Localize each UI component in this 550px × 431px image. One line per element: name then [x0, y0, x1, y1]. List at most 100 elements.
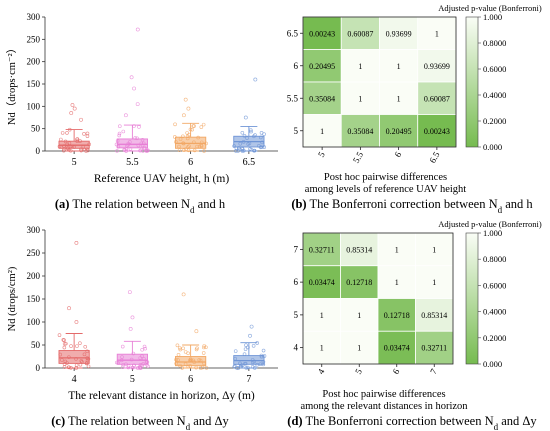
data-point — [194, 347, 199, 352]
data-point — [252, 366, 257, 370]
cell-value: 0.60087 — [424, 94, 450, 103]
box — [116, 353, 148, 365]
data-point — [172, 135, 177, 139]
data-point — [141, 149, 145, 153]
x-tick-label: 5 — [353, 367, 364, 376]
data-point — [79, 147, 83, 152]
data-point — [136, 143, 141, 148]
outlier-point — [194, 329, 199, 334]
data-point — [137, 125, 141, 129]
caption-part: and Δy — [498, 414, 537, 428]
data-point — [120, 355, 124, 359]
y-tick-label: 250 — [27, 34, 41, 44]
data-point — [192, 148, 197, 153]
data-point — [67, 148, 71, 152]
y-tick-label: 7 — [294, 244, 299, 254]
y-tick-label: 6.5 — [287, 28, 299, 38]
heatmap-cell — [415, 265, 454, 299]
outlier-point — [74, 320, 79, 324]
data-point — [178, 363, 182, 368]
caption-part: (a) — [55, 197, 70, 211]
caption-part: The Bonferroni correction between N — [307, 197, 498, 211]
data-point — [234, 149, 238, 153]
data-point — [63, 139, 68, 144]
panel-caption: (b) The Bonferroni correction between Nd… — [291, 197, 533, 215]
data-point — [198, 358, 203, 363]
data-point — [83, 344, 88, 349]
x-axis-label: among levels of reference UAV height — [305, 184, 467, 195]
x-tick-label: 6 — [188, 374, 193, 385]
outlier-point — [67, 306, 71, 311]
box-plot-panel: 0 50 100 150 200 250 300 4 5 6 7 Nd (drops/cm²) The … — [7, 225, 278, 402]
cell-value: 0.00243 — [424, 127, 450, 136]
outlier-point — [248, 333, 252, 338]
heatmap-cell — [340, 114, 380, 148]
data-point — [232, 364, 237, 368]
data-point — [191, 358, 196, 363]
y-tick-label: 5 — [294, 310, 299, 320]
data-point — [174, 357, 178, 362]
data-point — [240, 130, 245, 135]
panel-caption: (d) The Bonferroni correction between Nd… — [287, 414, 537, 431]
data-point — [78, 341, 82, 346]
outlier-point — [186, 106, 191, 111]
x-tick-label: 4 — [72, 374, 77, 385]
data-point — [85, 349, 89, 354]
y-tick-label: 300 — [27, 225, 41, 235]
cell-value: 0.00243 — [309, 29, 335, 38]
colorbar-tick-label: 1.000 — [483, 12, 502, 22]
colorbar-tick-label: 0.2000 — [483, 333, 506, 343]
y-tick-label: 200 — [27, 57, 41, 67]
data-point — [65, 131, 69, 135]
data-point — [67, 141, 72, 145]
data-point — [202, 345, 206, 350]
y-tick-label: 250 — [27, 248, 41, 258]
caption-part: and h — [502, 197, 533, 211]
outlier-point — [130, 315, 135, 320]
data-point — [66, 365, 71, 370]
data-point — [128, 147, 133, 151]
data-point — [186, 364, 191, 369]
data-point — [198, 366, 203, 370]
caption-part: d — [186, 422, 191, 431]
data-point — [126, 364, 131, 368]
data-point — [84, 361, 89, 365]
outlier-point — [79, 117, 83, 122]
data-point — [86, 364, 91, 369]
cell-value: 1 — [397, 62, 401, 71]
data-point — [126, 141, 131, 146]
caption-part: The relation between N — [69, 197, 190, 211]
cell-value: 1 — [395, 245, 399, 254]
heatmap-cell — [379, 16, 419, 50]
data-point — [177, 144, 181, 149]
data-point — [139, 141, 144, 146]
data-point — [181, 141, 186, 146]
data-point — [59, 137, 63, 142]
outlier-point — [135, 102, 140, 107]
y-tick-label: 0 — [36, 146, 41, 156]
colorbar-tick-label: 0.8000 — [483, 38, 506, 48]
data-point — [240, 149, 245, 153]
x-tick-label: 6 — [392, 150, 403, 159]
caption-part: (b) — [291, 197, 306, 211]
colorbar-title: Adjusted p-value (Bonferroni) — [438, 219, 542, 229]
data-point — [176, 358, 180, 362]
data-point — [248, 128, 253, 132]
data-point — [140, 354, 144, 359]
data-point — [251, 344, 256, 348]
outlier-point — [135, 27, 140, 32]
caption-part: and h — [195, 197, 226, 211]
x-tick-label: 5.5 — [351, 150, 366, 165]
data-point — [86, 357, 91, 361]
data-point — [249, 129, 253, 134]
data-point — [190, 127, 194, 132]
data-point — [192, 124, 196, 128]
y-axis-label: Nd（drops·cm⁻²） — [6, 43, 18, 125]
outlier-point — [74, 240, 79, 245]
data-point — [201, 122, 206, 127]
data-point — [58, 352, 63, 357]
data-point — [204, 141, 208, 146]
data-point — [178, 137, 183, 141]
y-tick-label: 6 — [294, 61, 299, 71]
